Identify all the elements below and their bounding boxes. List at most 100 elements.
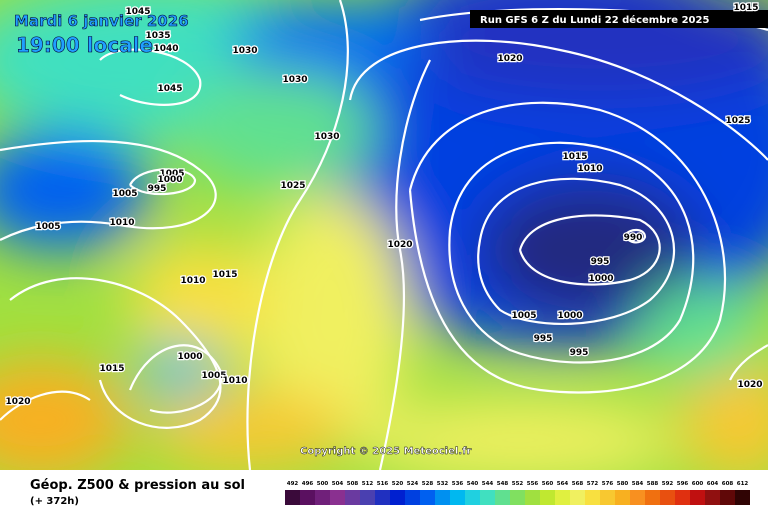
colorbar-swatch xyxy=(540,490,555,505)
field xyxy=(0,0,768,470)
isobar-label: 1000 xyxy=(557,311,582,321)
colorbar-swatch xyxy=(300,490,315,505)
colorbar-label: 568 xyxy=(572,481,584,487)
isobar-label: 1010 xyxy=(577,164,602,174)
isobars xyxy=(0,0,768,470)
colorbar-label: 500 xyxy=(317,481,329,487)
colorbar-label: 580 xyxy=(617,481,629,487)
colorbar-swatch xyxy=(510,490,525,505)
colorbar-label: 532 xyxy=(437,481,449,487)
colorbar-label: 608 xyxy=(722,481,734,487)
isobar-label: 1015 xyxy=(733,3,758,13)
isobar-label: 1030 xyxy=(232,46,257,56)
isobar-label: 1005 xyxy=(35,222,60,232)
colorbar-swatch xyxy=(450,490,465,505)
colorbar-swatch xyxy=(420,490,435,505)
isobar-label: 1045 xyxy=(125,7,150,17)
colorbar-swatch xyxy=(405,490,420,505)
isobar-label: 995 xyxy=(570,348,589,358)
isobar-label: 1020 xyxy=(5,397,30,407)
colorbar-label: 548 xyxy=(497,481,509,487)
colorbar-swatch xyxy=(615,490,630,505)
copyright: Copyright © 2025 Meteociel.fr xyxy=(300,446,471,457)
colorbar-swatch xyxy=(570,490,585,505)
colorbar-label: 524 xyxy=(407,481,419,487)
isobar-label: 995 xyxy=(591,257,610,267)
colorbar-swatch xyxy=(630,490,645,505)
colorbar-label: 588 xyxy=(647,481,659,487)
colorbar-label: 596 xyxy=(677,481,689,487)
colorbar-swatch xyxy=(735,490,750,505)
isobar-label: 1005 xyxy=(201,371,226,381)
isobar-label: 1015 xyxy=(562,152,587,162)
isobar-label: 1030 xyxy=(282,75,307,85)
colorbar-swatch xyxy=(525,490,540,505)
isobar-label: 1010 xyxy=(109,218,134,228)
isobar-label: 1005 xyxy=(511,311,536,321)
colorbar-label: 528 xyxy=(422,481,434,487)
colorbar-label: 604 xyxy=(707,481,719,487)
colorbar-label: 520 xyxy=(392,481,404,487)
isobar-label: 995 xyxy=(534,334,553,344)
colorbar-swatch xyxy=(645,490,660,505)
colorbar-label: 496 xyxy=(302,481,314,487)
colorbar-swatch xyxy=(660,490,675,505)
colorbar-swatch xyxy=(675,490,690,505)
isobar-label: 990 xyxy=(624,233,643,243)
colorbar-swatch xyxy=(345,490,360,505)
isobar-label: 1010 xyxy=(180,276,205,286)
colorbar-label: 508 xyxy=(347,481,359,487)
colorbar-swatch xyxy=(375,490,390,505)
colorbar-label: 536 xyxy=(452,481,464,487)
date: Mardi 6 janvier 2026 xyxy=(14,12,189,30)
isobar-label: 1030 xyxy=(314,132,339,142)
isobar-label: 1025 xyxy=(280,181,305,191)
isobar-label: 1000 xyxy=(157,175,182,185)
colorbar-label: 592 xyxy=(662,481,674,487)
colorbar-label: 576 xyxy=(602,481,614,487)
colorbar-label: 584 xyxy=(632,481,644,487)
colorbar-label: 600 xyxy=(692,481,704,487)
colorbar-swatch xyxy=(330,490,345,505)
isobar-label: 1000 xyxy=(177,352,202,362)
colorbar-label: 552 xyxy=(512,481,524,487)
colorbar-label: 544 xyxy=(482,481,494,487)
colorbar: 492 496 500 504 508 512 516 520 524 528 532 536 540 5… xyxy=(285,481,750,505)
isobar-label: 1040 xyxy=(153,44,178,54)
colorbar-swatch xyxy=(555,490,570,505)
colorbar-swatch xyxy=(390,490,405,505)
colorbar-label: 556 xyxy=(527,481,539,487)
isobar-label: 1010 xyxy=(222,376,247,386)
colorbar-label: 572 xyxy=(587,481,599,487)
colorbar-swatch xyxy=(600,490,615,505)
isobar-label: 1005 xyxy=(112,189,137,199)
colorbar-swatch xyxy=(315,490,330,505)
colorbar-swatch xyxy=(360,490,375,505)
colorbar-label: 492 xyxy=(287,481,299,487)
colorbar-swatch xyxy=(690,490,705,505)
isobar-label: 1005 xyxy=(159,169,184,179)
colorbar-swatch xyxy=(495,490,510,505)
isobar-label: 1045 xyxy=(157,84,182,94)
colorbar-swatch xyxy=(435,490,450,505)
colorbar-swatch xyxy=(480,490,495,505)
run-banner xyxy=(470,10,768,28)
isobar-label: 1015 xyxy=(99,364,124,374)
colorbar-label: 612 xyxy=(737,481,749,487)
colorbar-label: 504 xyxy=(332,481,344,487)
isobar-label: 1020 xyxy=(497,54,522,64)
colorbar-label: 540 xyxy=(467,481,479,487)
footer-lead: (+ 372h) xyxy=(30,496,79,507)
isobar-label: 1025 xyxy=(725,116,750,126)
colorbar-label: 516 xyxy=(377,481,389,487)
footer-title: Géop. Z500 & pression au sol xyxy=(30,478,245,493)
colorbar-label: 564 xyxy=(557,481,569,487)
colorbar-swatch xyxy=(585,490,600,505)
run-text: Run GFS 6 Z du Lundi 22 décembre 2025 xyxy=(480,14,709,26)
colorbar-label: 512 xyxy=(362,481,374,487)
isobar-label: 1035 xyxy=(145,31,170,41)
colorbar-swatch xyxy=(465,490,480,505)
